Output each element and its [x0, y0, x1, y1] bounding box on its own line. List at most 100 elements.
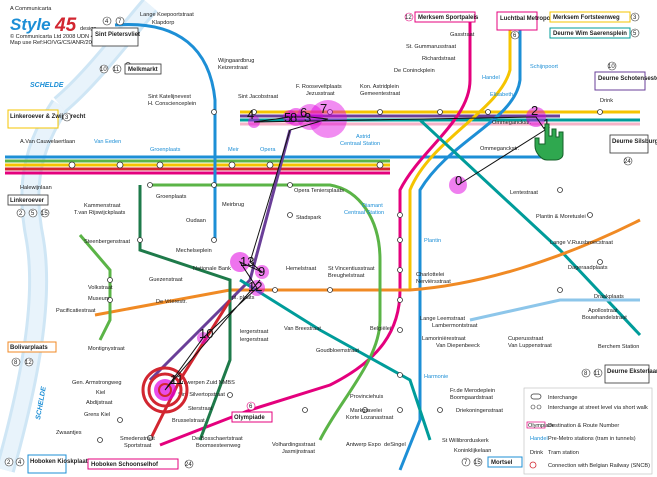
station-wijngaardbrug: Wijngaardbrug [218, 58, 254, 64]
station-dots [68, 62, 603, 443]
station-volkstraat: Volkstraat [88, 285, 113, 291]
svg-text:3: 3 [65, 115, 69, 121]
svg-text:4: 4 [105, 19, 109, 25]
station-groenplaats: Groenplaats [150, 147, 181, 153]
station-driekoningen: Driekoningenstraat [456, 408, 503, 414]
marker-5: 5 [284, 110, 291, 125]
svg-text:11: 11 [594, 371, 601, 377]
river-label-north: SCHELDE [30, 82, 64, 89]
station-leopold: lergerstraat [240, 329, 269, 335]
line-yellow-east [408, 20, 512, 290]
station-van-eeden: Van Eeden [94, 139, 121, 145]
station-a-van-cauwelaert: A.Van Cauwelaertlaan [20, 139, 75, 145]
legend-olympiade-tag: Olympiade [528, 423, 555, 429]
station-brusselstraat: Brusselstraat [172, 418, 205, 424]
legend-interchange-street: Interchange at street level via short wa… [548, 405, 648, 411]
header-copyright: © Communicarta Ltd 2008 UDN 4 [10, 33, 94, 40]
station-lange-koepoort: Lange Koepoortstraat [140, 12, 194, 18]
station-van-diepenbeeck: Van Diepenbeeck [436, 343, 480, 349]
station-st-vincentius: St Vincentiusstraat [328, 266, 375, 272]
svg-text:5: 5 [31, 211, 35, 217]
schelde-river-inner [0, 101, 66, 472]
marker-11: 11 [170, 372, 184, 387]
station-sterstraat: Sterstraat [188, 406, 213, 412]
svg-text:2: 2 [7, 460, 11, 466]
station-h-conscienceplein: H. Conscienceplein [148, 101, 196, 107]
map-legend: Interchange Interchange at street level … [523, 387, 653, 475]
station-halewijnlaan: Halewijnlaan [20, 185, 52, 191]
svg-text:6: 6 [249, 404, 253, 410]
brand-logo-suffix: design [80, 26, 96, 32]
station-harmonie: Harmonie [424, 374, 448, 380]
station-de-coninckplein: De Coninckplein [394, 68, 435, 74]
station-nerviersstraat: Nerviërsstraat [416, 279, 451, 285]
svg-text:2: 2 [19, 211, 23, 217]
box-merksem-sportpaleis: Merksem Sportpaleis [418, 15, 479, 21]
box-deurne-eksterlaar: Deurne Eksterlaar [607, 369, 657, 375]
station-dageraadplaats: Dageraadplaats [568, 265, 608, 271]
line-darkgreen-south [138, 185, 232, 441]
station-museum: Museum [88, 296, 110, 302]
brand-logo-num: 45 [54, 15, 77, 36]
station-koninklijkelaan: Koninklijkelaan [454, 448, 491, 454]
line-green-loop [150, 183, 382, 441]
station-apollo: Apollostraat [588, 308, 618, 314]
header-mapuse: Map use Ref:HO/VG/CS/ANR/2008/37 [10, 40, 106, 46]
svg-text:12: 12 [405, 15, 412, 21]
station-hemelstraat: Hemelstraat [286, 266, 317, 272]
station-meirbrug: Meirbrug [222, 202, 244, 208]
station-smedenstraat: Smedenstraat [120, 436, 155, 442]
gaze-markers: 0 1 2 3 4 5 6 7 8 9 10 11 12 13 [170, 101, 550, 387]
station-centraal-2: Centraal Station [344, 210, 384, 216]
line-blue-east [398, 20, 522, 471]
station-richardstraat: Richardstraat [422, 56, 456, 62]
svg-text:7: 7 [464, 460, 468, 466]
line-orange [94, 218, 641, 317]
station-boomgaard: Boomgaardstraat [450, 395, 493, 401]
station-lentestraat: Lentestraat [510, 190, 538, 196]
station-gemeentestraat: Gemeentestraat [360, 91, 401, 97]
station-sint-jacobstraat: Sint Jacobstraat [238, 94, 279, 100]
box-hoboken-schoonselhof: Hoboken Schoonselhof [91, 462, 159, 468]
svg-text:24: 24 [185, 462, 192, 468]
station-astrid: Astrid [356, 134, 370, 140]
marker-10: 10 [199, 326, 213, 341]
station-markgrave: Markgravelei [350, 408, 382, 414]
station-fr-merode: Fr.de Merodeplein [450, 388, 495, 394]
station-kiel: Kiel [96, 390, 105, 396]
station-boomsesteenweg: Boomsesteenweg [196, 443, 240, 449]
station-nationale-bank: Nationale Bank [193, 266, 231, 272]
box-melkmarkt: Melkmarkt [128, 67, 158, 73]
station-lange-leemstraat-2: Lambermontstraat [432, 323, 478, 329]
station-jezusstraat: Jezusstraat [306, 91, 335, 97]
station-abdijstraat: Abdijstraat [86, 400, 113, 406]
station-kammenstraat: Kammenstraat [84, 203, 121, 209]
station-bosschaert: De Bosschaertstraat [192, 436, 243, 442]
line-teal-diag [418, 118, 642, 337]
station-korte-lozana: Korte Lozanastraat [346, 415, 394, 421]
legend-belgian-rail: Connection with Belgian Railway (SNCB) [548, 463, 650, 469]
legend-premetro: Pre-Metro stations (tram in tunnels) [548, 436, 636, 442]
marker-4: 4 [247, 107, 254, 122]
station-provinciehuis: Provinciehuis [350, 394, 383, 400]
station-sint-katelijnevest: Sint Katelijnevest [148, 94, 191, 100]
station-goudbloem: Goudbloemstraat [316, 348, 359, 354]
box-deurne-schotensesteenweg: Deurne Schotensesteenweg [598, 76, 657, 82]
marker-0: 0 [455, 173, 462, 188]
station-keizerstraat: Keizerstraat [218, 65, 248, 71]
station-opera-teniersplaats: Opera Teniersplaats [294, 188, 344, 194]
station-ommeganckstr: Ommeganckstr. [492, 120, 532, 126]
station-steenberg: Steenbergenstraat [84, 239, 130, 245]
line-teal-south [239, 278, 432, 441]
station-handel: Handel [482, 75, 500, 81]
line-red-south [148, 299, 232, 441]
station-volhardingstraat: Volhardingsstraat [272, 442, 316, 448]
station-cuperus: Cuperusstraat [508, 336, 544, 342]
station-gen-armstrong: Gen. Armstrongweg [72, 380, 121, 386]
station-guezenstraat: Guezenstraat [149, 277, 183, 283]
svg-text:12: 12 [25, 360, 32, 366]
station-drink: Drink [600, 98, 613, 104]
legend-tram-station: Tram station [548, 450, 579, 456]
marker-13: 13 [240, 254, 254, 269]
